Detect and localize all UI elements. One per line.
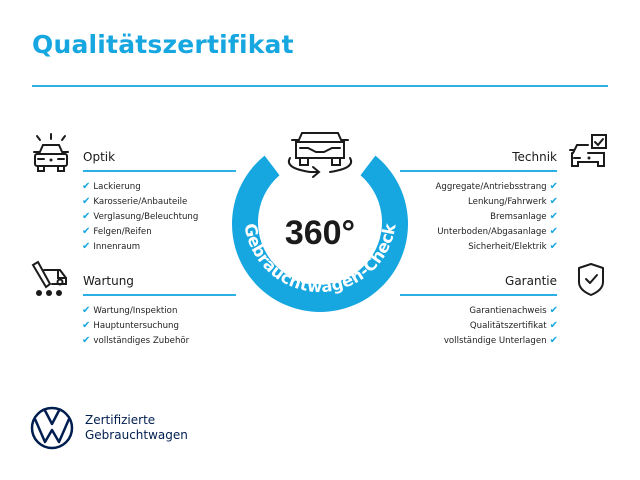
title-divider bbox=[32, 85, 608, 87]
technik-list: Aggregate/Antriebsstrang ✔ Lenkung/Fahrwe… bbox=[436, 179, 558, 254]
service-tool-car-icon bbox=[31, 260, 67, 296]
list-item: Unterboden/Abgasanlage ✔ bbox=[437, 226, 558, 237]
check-icon: ✔ bbox=[82, 320, 91, 331]
list-item: vollständige Unterlagen ✔ bbox=[443, 335, 558, 346]
check-icon: ✔ bbox=[82, 241, 91, 252]
optik-list: ✔ Lackierung ✔ Karosserie/Anbauteile ✔ Verg… bbox=[82, 179, 198, 254]
brand-line-2: Gebrauchtwagen bbox=[85, 428, 188, 442]
section-heading-garantie: Garantie bbox=[505, 274, 557, 288]
garantie-list: Garantienachweis ✔ Qualitätszertifikat ✔ v… bbox=[444, 303, 558, 348]
vw-logo bbox=[30, 406, 74, 450]
check-icon: ✔ bbox=[82, 196, 91, 207]
badge-ring bbox=[232, 155, 408, 312]
page-title: Qualitätszertifikat bbox=[32, 30, 294, 59]
list-item: Qualitätszertifikat ✔ bbox=[469, 320, 558, 331]
check-icon: ✔ bbox=[549, 211, 558, 222]
check-icon: ✔ bbox=[549, 305, 558, 316]
section-heading-technik: Technik bbox=[512, 150, 557, 164]
list-item: ✔ Verglasung/Beleuchtung bbox=[82, 211, 199, 222]
list-item: Sicherheit/Elektrik ✔ bbox=[468, 241, 558, 252]
section-heading-optik: Optik bbox=[83, 150, 116, 164]
wartung-list: ✔ Wartung/Inspektion ✔ Hauptuntersuchung ✔… bbox=[82, 303, 189, 348]
car-checkbox-icon bbox=[569, 134, 607, 167]
wartung-divider bbox=[83, 294, 236, 296]
check-icon: ✔ bbox=[549, 320, 558, 331]
list-item: ✔ vollständiges Zubehör bbox=[82, 335, 190, 346]
car-rotate-icon bbox=[288, 132, 352, 178]
list-item: Aggregate/Antriebsstrang ✔ bbox=[435, 181, 558, 192]
brand-text: Zertifizierte Gebrauchtwagen bbox=[85, 413, 188, 443]
check-icon: ✔ bbox=[549, 241, 558, 252]
section-heading-wartung: Wartung bbox=[83, 274, 134, 288]
optik-divider bbox=[83, 170, 236, 172]
check-icon: ✔ bbox=[82, 226, 91, 237]
check-icon: ✔ bbox=[82, 181, 91, 192]
check-icon: ✔ bbox=[82, 211, 91, 222]
list-item: ✔ Hauptuntersuchung bbox=[82, 320, 179, 331]
check-icon: ✔ bbox=[549, 181, 558, 192]
list-item: Bremsanlage ✔ bbox=[490, 211, 558, 222]
list-item: ✔ Lackierung bbox=[82, 181, 141, 192]
garantie-divider bbox=[400, 294, 557, 296]
list-item: ✔ Karosserie/Anbauteile bbox=[82, 196, 188, 207]
check-icon: ✔ bbox=[549, 335, 558, 346]
shield-check-icon bbox=[578, 263, 604, 296]
brand-line-1: Zertifizierte bbox=[85, 413, 156, 427]
badge-360-value: 360° bbox=[285, 214, 355, 252]
technik-divider bbox=[400, 170, 557, 172]
list-item: ✔ Wartung/Inspektion bbox=[82, 305, 178, 316]
check-icon: ✔ bbox=[82, 335, 91, 346]
list-item: Garantienachweis ✔ bbox=[469, 305, 558, 316]
list-item: ✔ Innenraum bbox=[82, 241, 141, 252]
check-icon: ✔ bbox=[82, 305, 91, 316]
check-icon: ✔ bbox=[549, 196, 558, 207]
check-icon: ✔ bbox=[549, 226, 558, 237]
car-lights-icon bbox=[33, 133, 69, 172]
list-item: Lenkung/Fahrwerk ✔ bbox=[468, 196, 558, 207]
gebrauchtwagen-check-badge: 360° Gebrauchtwagen-Check bbox=[232, 132, 408, 312]
list-item: ✔ Felgen/Reifen bbox=[82, 226, 152, 237]
